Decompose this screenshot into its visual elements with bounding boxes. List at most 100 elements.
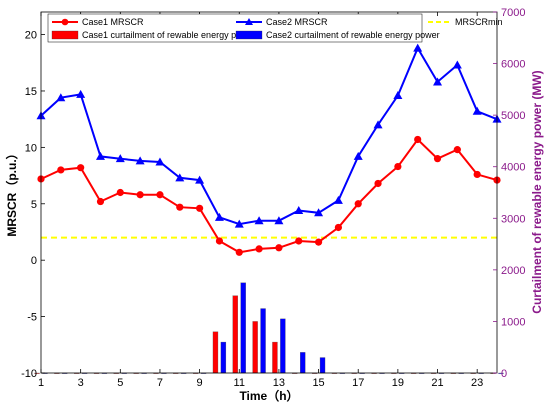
triangle-marker bbox=[56, 93, 66, 102]
legend-triangle-marker bbox=[245, 18, 253, 25]
x-tick-label: 13 bbox=[273, 377, 285, 389]
triangle-marker bbox=[175, 173, 185, 182]
triangle-marker bbox=[314, 208, 324, 217]
triangle-marker bbox=[155, 157, 165, 166]
circle-marker bbox=[433, 155, 442, 163]
x-tick-label: 9 bbox=[197, 377, 203, 389]
legend-label: MRSCRmin bbox=[455, 17, 503, 27]
triangle-marker bbox=[353, 151, 363, 160]
circle-marker bbox=[156, 191, 164, 199]
circle-marker bbox=[314, 238, 323, 246]
y-tick-label: 20 bbox=[25, 30, 37, 42]
circle-marker bbox=[473, 170, 481, 179]
triangle-marker bbox=[393, 90, 403, 99]
legend-bar-swatch bbox=[51, 30, 79, 40]
circle-marker bbox=[453, 146, 461, 154]
line-series-2 bbox=[40, 45, 498, 226]
circle-marker bbox=[96, 197, 105, 206]
bar-series-4 bbox=[252, 321, 258, 374]
x-tick-label: 21 bbox=[431, 377, 443, 389]
y-tick-label: -5 bbox=[27, 312, 37, 324]
triangle-marker bbox=[214, 212, 224, 221]
triangle-marker bbox=[452, 60, 462, 69]
y-right-tick-label: 7000 bbox=[501, 7, 525, 19]
bar-series-5 bbox=[240, 282, 246, 374]
y-tick-label: 15 bbox=[25, 86, 37, 98]
triangle-marker bbox=[274, 216, 284, 225]
triangle-marker bbox=[95, 151, 105, 160]
plot-frame bbox=[40, 11, 498, 374]
y-right-tick-label: 0 bbox=[501, 368, 507, 380]
y-axis-label: MRSCR（p.u.） bbox=[4, 147, 19, 236]
circle-marker bbox=[255, 245, 263, 253]
legend-label: Case2 MRSCR bbox=[266, 17, 328, 27]
x-tick-label: 1 bbox=[38, 377, 44, 389]
y-tick-label: 10 bbox=[25, 142, 37, 154]
y-right-tick-label: 2000 bbox=[501, 265, 525, 277]
bar-series-5 bbox=[220, 341, 227, 374]
triangle-marker bbox=[195, 175, 205, 184]
triangle-marker bbox=[472, 106, 482, 115]
legend-label: Case1 curtailment of rewable energy powe… bbox=[82, 30, 256, 40]
y-right-tick-label: 4000 bbox=[501, 162, 525, 174]
circle-marker bbox=[215, 237, 224, 245]
y-tick-label: 5 bbox=[31, 199, 37, 211]
y-right-tick-label: 1000 bbox=[501, 316, 525, 328]
bar-series-4 bbox=[34, 372, 40, 374]
legend-circle-marker bbox=[61, 18, 69, 26]
x-tick-label: 17 bbox=[352, 377, 364, 389]
triangle-marker bbox=[76, 89, 86, 98]
circle-marker bbox=[176, 203, 184, 211]
x-tick-label: 7 bbox=[157, 377, 163, 389]
bar-series-4 bbox=[272, 341, 278, 374]
x-tick-label: 15 bbox=[312, 377, 324, 389]
bar-series-5 bbox=[280, 318, 286, 374]
circle-marker bbox=[414, 135, 422, 144]
circle-marker bbox=[235, 248, 243, 256]
circle-marker bbox=[334, 223, 342, 232]
triangle-marker bbox=[333, 195, 343, 204]
x-tick-label: 5 bbox=[117, 377, 123, 389]
bar-series-5 bbox=[300, 352, 306, 374]
y-tick-label: -10 bbox=[21, 368, 37, 380]
triangle-marker bbox=[115, 154, 125, 163]
triangle-marker bbox=[254, 216, 264, 225]
legend-bar-swatch bbox=[235, 30, 263, 40]
y-right-tick-label: 3000 bbox=[501, 213, 525, 225]
circle-marker bbox=[116, 188, 124, 197]
legend-label: Case2 curtailment of rewable energy powe… bbox=[266, 30, 440, 40]
triangle-marker bbox=[135, 156, 145, 165]
x-tick-label: 19 bbox=[392, 377, 404, 389]
bar-series-5 bbox=[260, 308, 266, 374]
circle-marker bbox=[275, 244, 283, 252]
bar-series-4 bbox=[232, 295, 238, 374]
circle-marker bbox=[394, 162, 402, 171]
y-right-tick-label: 6000 bbox=[501, 59, 525, 71]
circle-marker bbox=[57, 166, 65, 174]
triangle-marker bbox=[413, 43, 423, 52]
x-tick-label: 3 bbox=[78, 377, 84, 389]
circle-marker bbox=[136, 191, 144, 199]
triangle-marker bbox=[294, 206, 304, 215]
x-tick-label: 11 bbox=[234, 377, 245, 389]
triangle-marker bbox=[433, 77, 443, 86]
line-series-1 bbox=[40, 137, 498, 254]
circle-marker bbox=[295, 237, 303, 245]
x-axis-label: Time（h） bbox=[239, 388, 298, 403]
circle-marker bbox=[374, 179, 382, 188]
bar-series-5 bbox=[498, 372, 504, 374]
legend-label: Case1 MRSCR bbox=[82, 17, 144, 27]
bar-series-5 bbox=[319, 357, 326, 374]
triangle-marker bbox=[234, 219, 244, 228]
y-axis-right-label: Curtailment of rewable energy power (MW) bbox=[530, 70, 544, 313]
legend: Case1 MRSCR Case2 MRSCR Case1 curtailment … bbox=[47, 13, 503, 43]
y-tick-label: 0 bbox=[31, 255, 37, 267]
y-right-tick-label: 5000 bbox=[501, 110, 525, 122]
bar-series-4 bbox=[212, 331, 219, 374]
circle-marker bbox=[77, 164, 85, 172]
circle-marker bbox=[196, 204, 204, 212]
legend-box bbox=[47, 13, 423, 43]
circle-marker bbox=[354, 200, 362, 208]
triangle-marker bbox=[373, 120, 383, 129]
